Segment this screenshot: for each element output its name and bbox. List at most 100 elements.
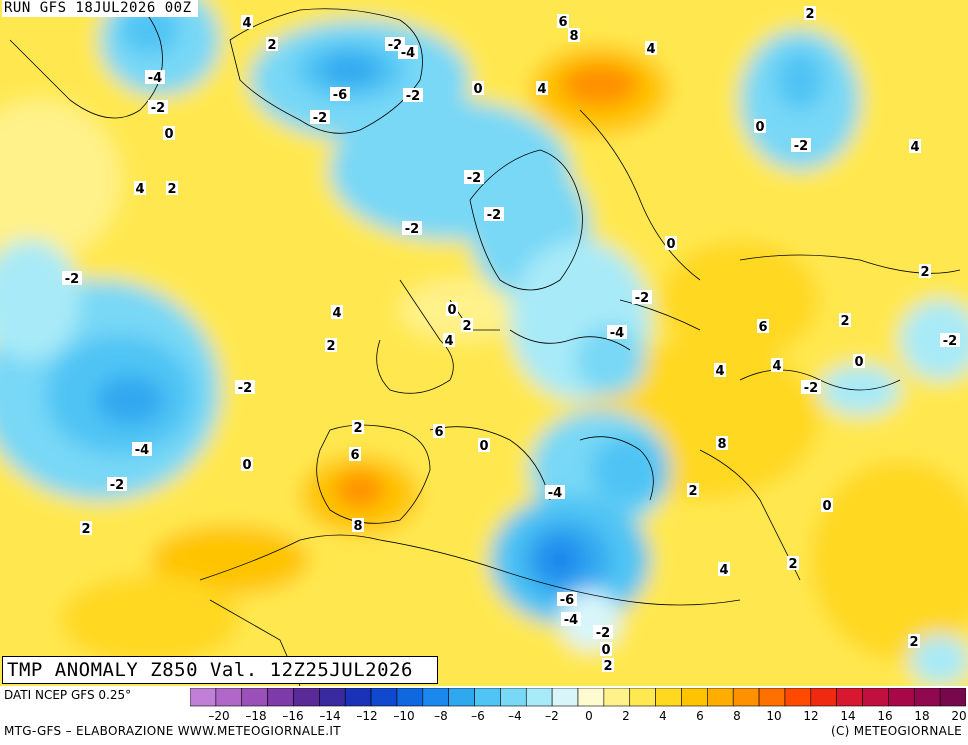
isotherm-label-bg — [330, 87, 350, 101]
isotherm-label: 6 — [433, 424, 445, 440]
isotherm-label-bg — [632, 290, 652, 304]
isotherm-label-text: 2 — [462, 319, 471, 334]
isotherm-label-text: -2 — [487, 208, 501, 223]
isotherm-label-text: 4 — [646, 42, 655, 57]
isotherm-label-bg — [107, 477, 127, 491]
color-scale-box — [784, 688, 812, 707]
isotherm-label: -2 — [801, 380, 821, 396]
color-scale-box — [888, 688, 915, 707]
isotherm-label-bg — [714, 363, 726, 377]
footer: DATI NCEP GFS 0.25° –20 –18 –16 –14 –12 –10 –8… — [0, 686, 968, 745]
isotherm-label-bg — [166, 181, 178, 195]
isotherm-label-text: 4 — [772, 359, 781, 374]
isotherm-label: 6 — [349, 447, 361, 463]
isotherm-label-text: -2 — [943, 334, 957, 349]
isotherm-label: -2 — [62, 271, 82, 287]
isotherm-label-bg — [771, 358, 783, 372]
color-scale-boxes — [190, 688, 966, 707]
isotherm-label-text: -2 — [596, 626, 610, 641]
isotherm-label: 4 — [443, 333, 455, 349]
isotherm-label-text: -2 — [65, 272, 79, 287]
color-scale-box — [577, 688, 605, 707]
color-scale-box — [267, 688, 294, 707]
isotherm-label: 6 — [557, 14, 569, 30]
isotherm-label: -6 — [557, 592, 577, 608]
isotherm-label-text: 6 — [350, 448, 359, 463]
isotherm-label: -4 — [398, 45, 418, 61]
isotherm-label-text: 0 — [755, 120, 764, 135]
isotherm-label: -2 — [235, 380, 255, 396]
isotherm-label: 8 — [352, 518, 364, 534]
isotherm-label-text: -2 — [405, 222, 419, 237]
color-scale-tick-label: –12 — [356, 709, 377, 722]
color-scale-box — [629, 688, 656, 707]
color-scale-tick-label: –6 — [471, 709, 485, 722]
isotherm-label-bg — [145, 70, 165, 84]
isotherm-label-text: 6 — [758, 320, 767, 335]
coastlines — [9, 0, 961, 686]
isotherm-label: 0 — [478, 438, 490, 454]
isotherm-label-bg — [804, 6, 816, 20]
isotherm-label: -2 — [107, 477, 127, 493]
isotherm-label: 2 — [919, 264, 931, 280]
isotherm-label-text: 0 — [666, 237, 675, 252]
isotherm-label-text: -4 — [135, 443, 149, 458]
isotherm-label-bg — [561, 612, 581, 626]
isotherm-label: 4 — [714, 363, 726, 379]
isotherm-label: -2 — [402, 221, 422, 237]
isotherm-label-bg — [484, 207, 504, 221]
color-scale-box — [474, 688, 501, 707]
isotherm-label: 0 — [821, 498, 833, 514]
isotherm-label-bg — [80, 521, 92, 535]
isotherm-label-bg — [443, 333, 455, 347]
isotherm-label-bg — [940, 333, 960, 347]
isotherm-label-bg — [132, 442, 152, 456]
isotherm-label-bg — [433, 424, 445, 438]
isotherm-label-text: 4 — [242, 16, 251, 31]
color-scale-box — [344, 688, 372, 707]
isotherm-label-bg — [787, 556, 799, 570]
isotherm-label-bg — [398, 45, 418, 59]
isotherm-label-text: 4 — [719, 563, 728, 578]
isotherm-label-bg — [754, 119, 766, 133]
isotherm-label: 4 — [241, 15, 253, 31]
color-scale-tick-label: –18 — [245, 709, 266, 722]
color-scale-box — [939, 688, 966, 707]
isotherm-label-text: 8 — [353, 519, 362, 534]
color-scale-box — [758, 688, 786, 707]
isotherm-label-text: 0 — [447, 303, 456, 318]
isotherm-label: 0 — [241, 457, 253, 473]
isotherm-label-text: 2 — [920, 265, 929, 280]
isotherm-label-text: -4 — [148, 71, 162, 86]
isotherm-label-text: -2 — [635, 291, 649, 306]
isotherm-label-text: 4 — [715, 364, 724, 379]
isotherm-label: 4 — [909, 139, 921, 155]
color-scale-box — [603, 688, 631, 707]
isotherm-label-bg — [593, 625, 613, 639]
color-scale-tick-label: 6 — [696, 709, 704, 722]
isotherm-label: -4 — [132, 442, 152, 458]
color-scale-box — [551, 688, 579, 707]
isotherm-label-bg — [821, 498, 833, 512]
isotherm-label-bg — [557, 592, 577, 606]
color-scale-tick-label: –20 — [208, 709, 229, 722]
color-scale-tick-label: 12 — [803, 709, 818, 722]
isotherm-label: 2 — [266, 37, 278, 53]
color-scale-tick-label: –4 — [508, 709, 522, 722]
isotherm-label-bg — [235, 380, 255, 394]
color-scale-box — [732, 688, 760, 707]
isotherm-label: 2 — [166, 181, 178, 197]
color-scale-box — [810, 688, 837, 707]
isotherm-label-text: 2 — [81, 522, 90, 537]
isotherm-label-bg — [687, 483, 699, 497]
isotherm-label-bg — [791, 138, 811, 152]
isotherm-label: 8 — [716, 436, 728, 452]
isotherm-label-bg — [600, 642, 612, 656]
isotherm-label-text: 8 — [569, 29, 578, 44]
isotherm-label-bg — [163, 126, 175, 140]
isotherm-label: -2 — [632, 290, 652, 306]
isotherm-label: -2 — [484, 207, 504, 223]
isotherm-label-bg — [349, 447, 361, 461]
isotherm-label: 0 — [665, 236, 677, 252]
isotherm-label-text: 2 — [909, 635, 918, 650]
